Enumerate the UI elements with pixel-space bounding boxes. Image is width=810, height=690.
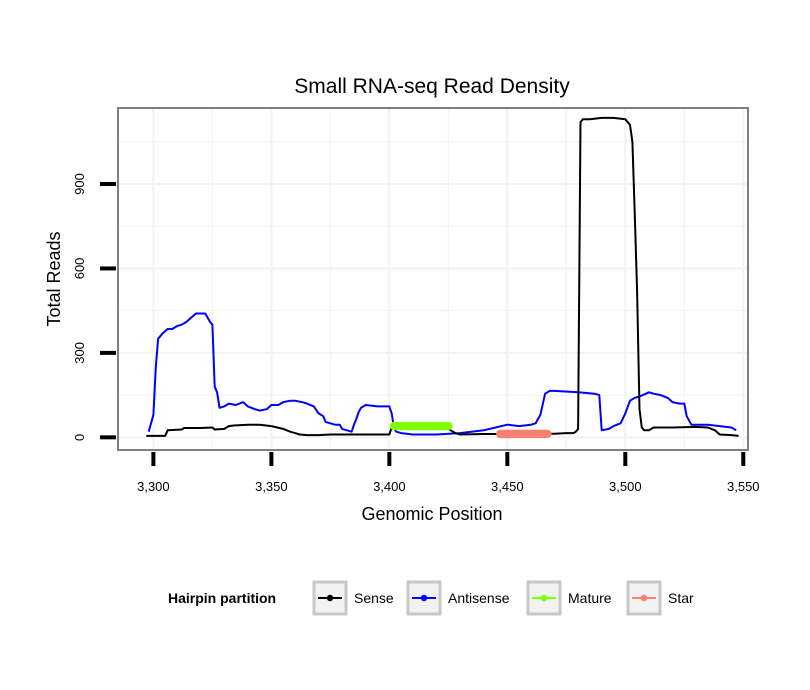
- y-tick-label: 600: [72, 258, 87, 280]
- legend-label-star: Star: [668, 590, 694, 606]
- x-tick-label: 3,500: [609, 479, 642, 494]
- x-tick-label: 3,350: [255, 479, 288, 494]
- y-axis-title: Total Reads: [44, 231, 64, 326]
- sense-series-line: [146, 116, 739, 437]
- x-tick-label: 3,550: [727, 479, 760, 494]
- legend-entry-antisense: Antisense: [406, 580, 510, 616]
- plot-panel-border: [117, 107, 749, 451]
- y-tick-label: 300: [72, 342, 87, 364]
- legend: Sense Antisense Mature Star: [312, 580, 694, 616]
- x-tick-label: 3,450: [491, 479, 524, 494]
- x-tick-label: 3,400: [373, 479, 406, 494]
- star-point: [543, 429, 552, 439]
- legend-key-point: [540, 594, 548, 602]
- chart-title: Small RNA-seq Read Density: [294, 75, 570, 98]
- legend-entry-star: Star: [626, 580, 694, 616]
- legend-entry-mature: Mature: [526, 580, 612, 616]
- series-layer: [146, 116, 739, 439]
- legend-key-point: [640, 594, 648, 602]
- grid-lines: [118, 108, 748, 450]
- x-tick-label: 3,300: [137, 479, 170, 494]
- y-tick-label: 0: [72, 434, 87, 441]
- legend-key-point: [326, 594, 334, 602]
- legend-label-mature: Mature: [568, 590, 612, 606]
- mature-series: [389, 421, 453, 431]
- legend-key-point: [420, 594, 428, 602]
- antisense-series-line: [147, 312, 737, 436]
- y-axis: 0 300 600 900: [72, 173, 116, 441]
- y-tick-label: 900: [72, 173, 87, 195]
- legend-title: Hairpin partition: [168, 590, 276, 606]
- x-axis-title: Genomic Position: [361, 504, 502, 524]
- legend-label-antisense: Antisense: [448, 590, 510, 606]
- mature-point: [444, 421, 453, 431]
- x-axis: 3,300 3,350 3,400 3,450 3,500 3,550: [137, 452, 760, 494]
- legend-label-sense: Sense: [354, 590, 394, 606]
- star-series: [496, 429, 552, 439]
- legend-entry-sense: Sense: [312, 580, 394, 616]
